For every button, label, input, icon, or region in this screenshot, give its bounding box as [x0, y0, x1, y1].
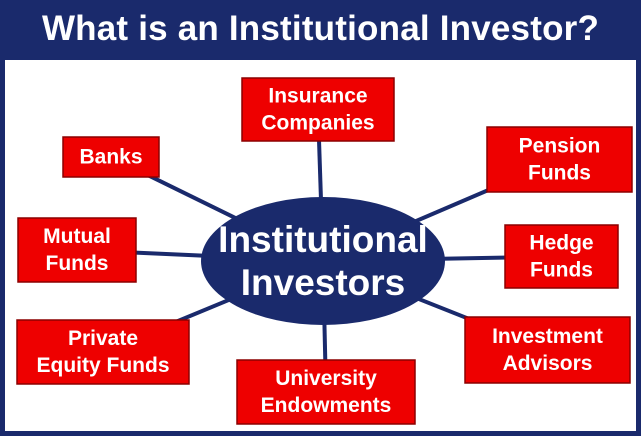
diagram-canvas: Institutional Investors Insurance Companie… [5, 60, 636, 431]
page-title: What is an Institutional Investor? [41, 9, 600, 48]
box-mutual-funds-label: Mutual [43, 225, 111, 248]
hub-label-line: Institutional [218, 219, 428, 260]
box-banks-rect [62, 136, 160, 178]
box-private-equity-funds-label: Equity Funds [37, 354, 170, 377]
box-investment-advisors: Investment Advisors [464, 316, 631, 384]
box-insurance-companies: Insurance Companies [241, 77, 395, 142]
box-private-equity-funds-label: Private [68, 327, 138, 350]
box-pension-funds-label: Pension [519, 134, 601, 157]
box-insurance-companies-rect [241, 77, 395, 142]
hub-label-line: Investors [241, 262, 406, 303]
box-hedge-funds-label: Funds [530, 259, 593, 282]
box-pension-funds-label: Funds [528, 162, 591, 185]
box-investment-advisors-rect [464, 316, 631, 384]
box-private-equity-funds-rect [16, 319, 190, 385]
box-insurance-companies-label: Insurance [268, 84, 367, 107]
box-university-endowments: University Endowments [236, 359, 416, 425]
box-mutual-funds-label: Funds [46, 252, 109, 275]
box-investment-advisors-label: Advisors [503, 352, 593, 375]
box-university-endowments-label: University [275, 367, 377, 390]
box-investment-advisors-label: Investment [492, 325, 603, 348]
box-university-endowments-label: Endowments [261, 394, 392, 417]
box-pension-funds-rect [486, 126, 633, 193]
box-mutual-funds: Mutual Funds [17, 217, 137, 283]
box-university-endowments-rect [236, 359, 416, 425]
box-mutual-funds-rect [17, 217, 137, 283]
box-hedge-funds-label: Hedge [529, 231, 593, 254]
box-hedge-funds-rect [504, 224, 619, 289]
hub-ellipse [201, 197, 445, 325]
box-banks-label: Banks [79, 146, 142, 169]
box-insurance-companies-label: Companies [261, 112, 374, 135]
box-hedge-funds: Hedge Funds [504, 224, 619, 289]
box-private-equity-funds: Private Equity Funds [16, 319, 190, 385]
box-banks: Banks [62, 136, 160, 178]
box-pension-funds: Pension Funds [486, 126, 633, 193]
